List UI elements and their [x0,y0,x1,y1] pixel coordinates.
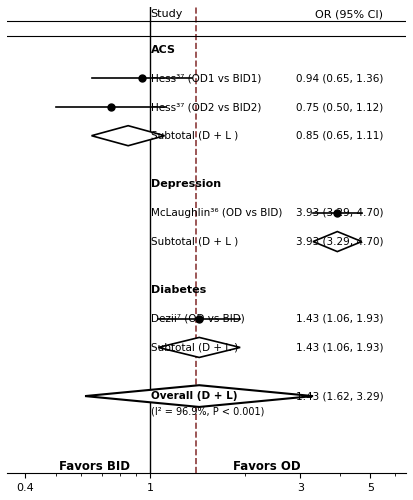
Text: Study: Study [151,9,183,19]
Polygon shape [85,385,313,407]
Text: McLaughlin³⁶ (OD vs BID): McLaughlin³⁶ (OD vs BID) [151,208,282,218]
Text: Hess³⁷ (OD2 vs BID2): Hess³⁷ (OD2 vs BID2) [151,102,261,112]
Text: Subtotal (D + L ): Subtotal (D + L ) [151,236,238,246]
Text: Subtotal (D + L ): Subtotal (D + L ) [151,130,238,140]
Text: 0.94 (0.65, 1.36): 0.94 (0.65, 1.36) [296,74,383,84]
Text: 1.43 (1.62, 3.29): 1.43 (1.62, 3.29) [296,391,383,401]
Text: Favors BID: Favors BID [59,460,130,473]
Text: 1.43 (1.06, 1.93): 1.43 (1.06, 1.93) [296,342,383,352]
Text: Dezii⁷ (OD vs BID): Dezii⁷ (OD vs BID) [151,314,244,324]
Text: 1.43 (1.06, 1.93): 1.43 (1.06, 1.93) [296,314,383,324]
Text: (I² = 96.9%, P < 0.001): (I² = 96.9%, P < 0.001) [151,407,264,417]
Text: 3.93 (3.29, 4.70): 3.93 (3.29, 4.70) [296,236,383,246]
Text: Diabetes: Diabetes [151,285,206,295]
Text: Overall (D + L): Overall (D + L) [151,391,237,401]
Text: 0.75 (0.50, 1.12): 0.75 (0.50, 1.12) [296,102,383,112]
Polygon shape [158,338,240,357]
Text: Hess³⁷ (OD1 vs BID1): Hess³⁷ (OD1 vs BID1) [151,74,261,84]
Text: 0.85 (0.65, 1.11): 0.85 (0.65, 1.11) [296,130,383,140]
Polygon shape [313,232,362,252]
Polygon shape [92,126,165,146]
Text: 3.93 (3.29, 4.70): 3.93 (3.29, 4.70) [296,208,383,218]
Text: Subtotal (D + L ): Subtotal (D + L ) [151,342,238,352]
Text: OR (95% CI): OR (95% CI) [315,9,383,19]
Text: Depression: Depression [151,180,221,190]
Text: Favors OD: Favors OD [233,460,300,473]
Text: ACS: ACS [151,45,176,55]
